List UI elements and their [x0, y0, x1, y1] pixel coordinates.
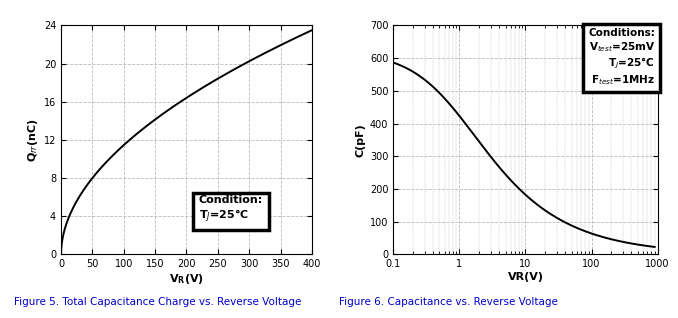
Text: Conditions:
V$_{test}$=25mV
T$_J$=25°C
F$_{test}$=1MHz: Conditions: V$_{test}$=25mV T$_J$=25°C F…	[588, 28, 655, 87]
Y-axis label: C(pF): C(pF)	[356, 123, 365, 157]
X-axis label: VR(V): VR(V)	[507, 272, 544, 282]
Text: Condition:
T$_J$=25°C: Condition: T$_J$=25°C	[199, 195, 263, 225]
Y-axis label: Q$_{rr}$(nC): Q$_{rr}$(nC)	[26, 118, 39, 162]
Text: Figure 5. Total Capacitance Charge vs. Reverse Voltage: Figure 5. Total Capacitance Charge vs. R…	[14, 297, 301, 307]
Text: Figure 6. Capacitance vs. Reverse Voltage: Figure 6. Capacitance vs. Reverse Voltag…	[339, 297, 558, 307]
X-axis label: $\mathbf{V_R(V)}$: $\mathbf{V_R(V)}$	[169, 272, 204, 286]
